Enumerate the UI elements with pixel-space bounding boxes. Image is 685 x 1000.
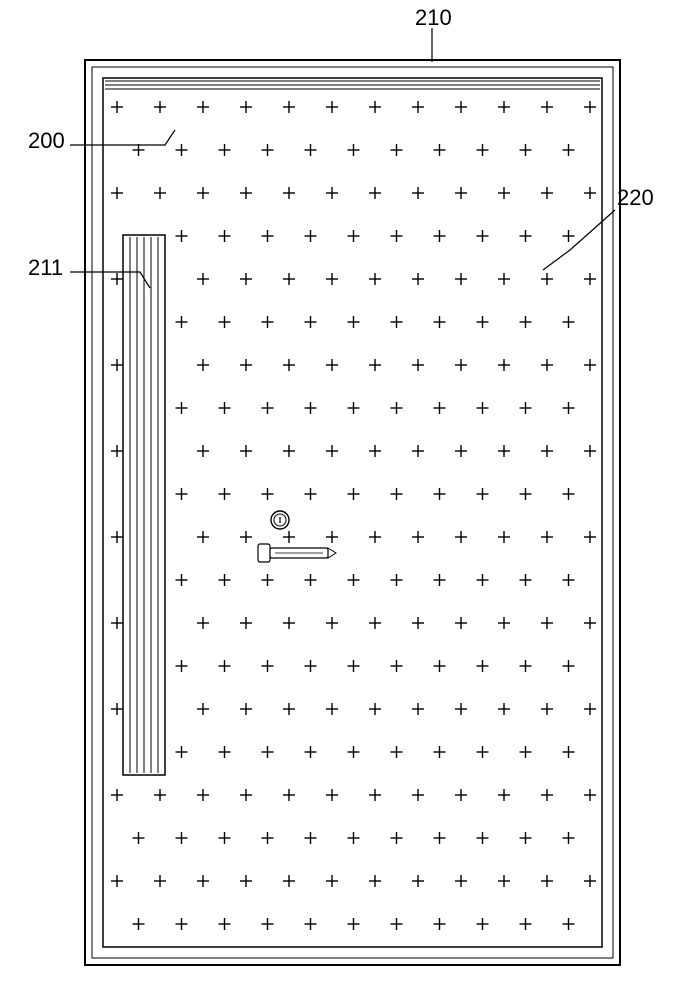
lbl-220: 220 <box>617 185 654 210</box>
door-panel <box>103 78 602 947</box>
lbl-200: 200 <box>28 128 65 153</box>
handle-plate <box>258 544 270 562</box>
lbl-210: 210 <box>415 5 452 30</box>
door-diagram: 210 200 220 211 <box>0 0 685 1000</box>
lbl-211: 211 <box>28 255 63 280</box>
